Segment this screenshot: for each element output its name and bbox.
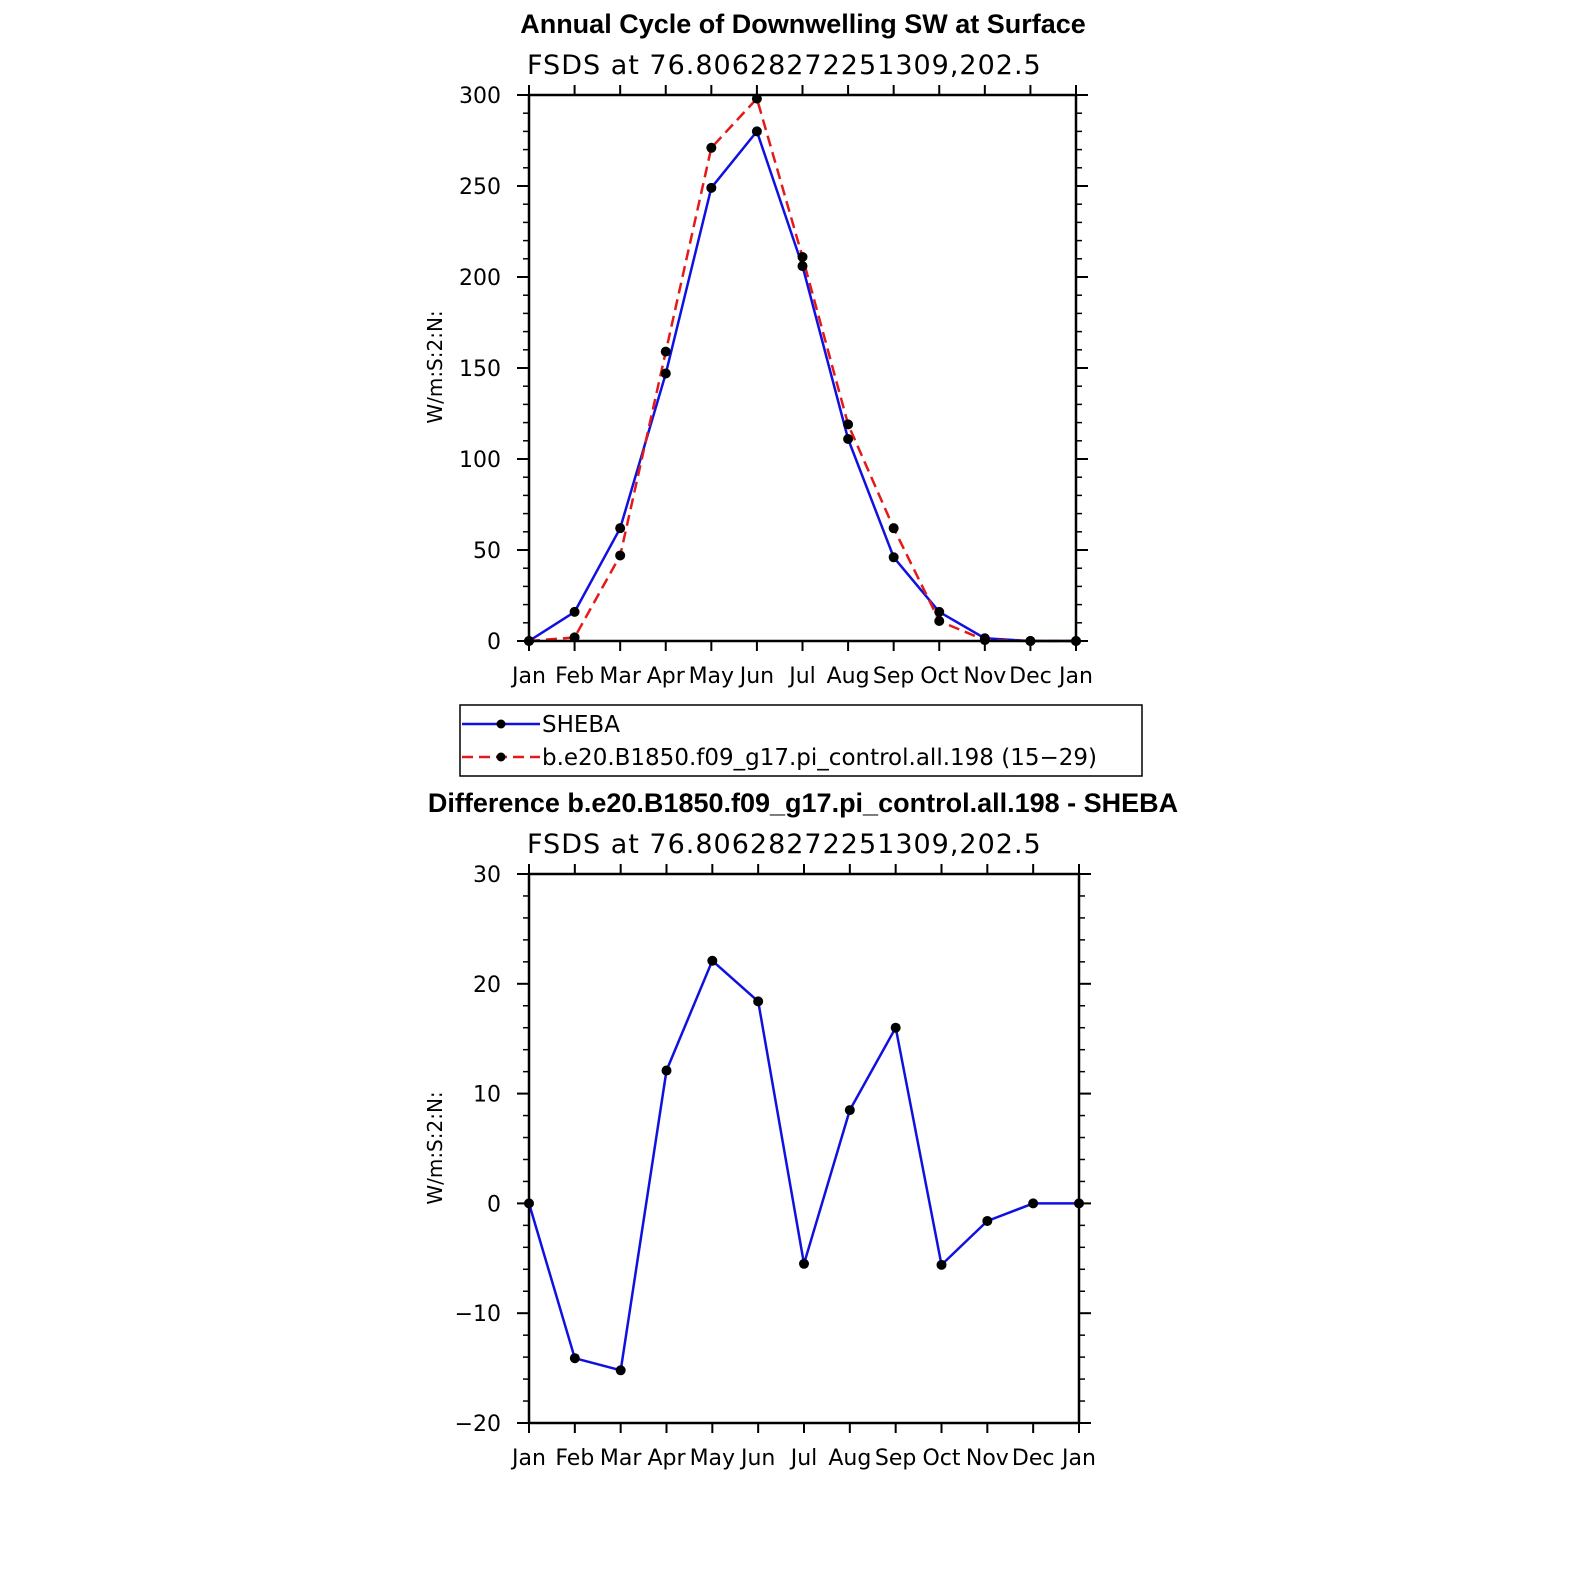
- chart1-legend: SHEBA b.e20.B1850.f09_g17.pi_control.all…: [459, 704, 1143, 777]
- x-tick-label: Jun: [739, 1446, 775, 1471]
- chart2-subtitle: FSDS at 76.80628272251309,202.5: [527, 829, 1042, 860]
- series-0-point: [1028, 1198, 1039, 1209]
- series-0-point: [615, 523, 626, 534]
- series-1-point: [615, 550, 626, 561]
- x-tick-label: Nov: [963, 664, 1006, 689]
- series-0-point: [661, 1065, 672, 1076]
- chart1-series: [524, 93, 1081, 646]
- chart2-title: Difference b.e20.B1850.f09_g17.pi_contro…: [428, 788, 1178, 818]
- x-tick-label: Aug: [828, 1446, 871, 1471]
- series-0-point: [569, 606, 580, 617]
- y-tick-label: −10: [455, 1302, 501, 1327]
- x-tick-label: Jan: [1060, 1446, 1096, 1471]
- chart2-ticks: Jan Feb Mar Apr May Jun Jul Aug Sep Oct Nov Dec Jan−…: [455, 863, 1096, 1471]
- x-tick-label: Oct: [922, 1446, 960, 1471]
- y-tick-label: 300: [459, 84, 501, 109]
- chart2-series: [524, 955, 1084, 1376]
- series-0-point: [707, 955, 718, 966]
- x-tick-label: Jun: [738, 664, 774, 689]
- x-tick-label: Jul: [789, 1446, 818, 1471]
- series-line-0: [527, 959, 1079, 1372]
- x-tick-label: Feb: [555, 664, 594, 689]
- chart2-plot-frame: [527, 872, 1081, 1425]
- x-tick-label: Dec: [1012, 1446, 1055, 1471]
- x-tick-label: Oct: [920, 664, 958, 689]
- x-tick-label: May: [689, 664, 734, 689]
- series-0-point: [936, 1259, 947, 1270]
- x-tick-label: Mar: [600, 1446, 642, 1471]
- chart1-title: Annual Cycle of Downwelling SW at Surfac…: [520, 9, 1086, 39]
- series-0-point: [888, 552, 899, 563]
- y-tick-label: 250: [459, 175, 501, 200]
- y-tick-label: 150: [459, 357, 501, 382]
- series-1-point: [888, 523, 899, 534]
- series-0-point: [753, 996, 764, 1007]
- x-tick-label: Feb: [555, 1446, 594, 1471]
- x-tick-label: Apr: [647, 664, 686, 689]
- x-tick-label: Mar: [599, 664, 641, 689]
- legend-sheba-marker: [496, 719, 506, 729]
- series-0-point: [706, 182, 717, 193]
- series-0-point: [799, 1258, 809, 1269]
- y-tick-label: −20: [455, 1412, 501, 1437]
- series-1-point: [660, 346, 671, 357]
- series-0-point: [751, 126, 762, 137]
- chart1-ticks: Jan Feb Mar Apr May Jun Jul Aug Sep Oct Nov Dec Jan0…: [459, 84, 1093, 689]
- y-tick-label: 30: [473, 863, 501, 888]
- x-tick-label: Jan: [510, 1446, 546, 1471]
- x-tick-label: Sep: [875, 1446, 916, 1471]
- x-tick-label: Apr: [647, 1446, 686, 1471]
- x-tick-label: Nov: [966, 1446, 1009, 1471]
- chart1-plot-frame: [527, 93, 1078, 643]
- series-1-point: [706, 142, 717, 153]
- legend-sheba-label: SHEBA: [542, 712, 620, 738]
- x-tick-label: Jul: [787, 664, 816, 689]
- x-tick-label: Aug: [827, 664, 870, 689]
- series-0-point: [934, 606, 945, 617]
- chart1-subtitle: FSDS at 76.80628272251309,202.5: [527, 50, 1042, 81]
- legend-model-marker: [496, 752, 506, 762]
- difference-chart: Difference b.e20.B1850.f09_g17.pi_contro…: [423, 788, 1178, 1471]
- series-0-point: [615, 1365, 626, 1376]
- series-line-0: [528, 130, 1076, 643]
- x-tick-label: Jan: [1057, 664, 1093, 689]
- annual-cycle-chart: Annual Cycle of Downwelling SW at Surfac…: [423, 9, 1093, 689]
- legend-model-label: b.e20.B1850.f09_g17.pi_control.all.198 (…: [542, 745, 1097, 771]
- series-0-point: [843, 433, 854, 444]
- series-0-point: [797, 261, 808, 272]
- x-tick-label: Dec: [1009, 664, 1052, 689]
- x-tick-label: May: [690, 1446, 735, 1471]
- series-0-point: [569, 1353, 580, 1364]
- series-0-point: [890, 1022, 901, 1033]
- series-0-point: [982, 1215, 993, 1226]
- chart1-ylabel: W/m:S:2:N:: [423, 310, 447, 423]
- x-tick-label: Jan: [510, 664, 546, 689]
- series-1-point: [797, 251, 808, 262]
- legend-box: [459, 704, 1143, 777]
- chart2-ylabel: W/m:S:2:N:: [423, 1091, 447, 1204]
- y-tick-label: 0: [487, 1192, 501, 1217]
- series-1-point: [843, 419, 854, 430]
- series-1-point: [934, 615, 945, 626]
- y-tick-label: 10: [473, 1083, 501, 1108]
- y-tick-label: 20: [473, 973, 501, 998]
- series-0-point: [844, 1105, 855, 1116]
- x-tick-label: Sep: [873, 664, 914, 689]
- y-tick-label: 50: [473, 539, 501, 564]
- series-0-point: [660, 368, 671, 379]
- y-tick-label: 100: [459, 448, 501, 473]
- y-tick-label: 0: [487, 630, 501, 655]
- series-line-1: [528, 97, 1076, 643]
- y-tick-label: 200: [459, 266, 501, 291]
